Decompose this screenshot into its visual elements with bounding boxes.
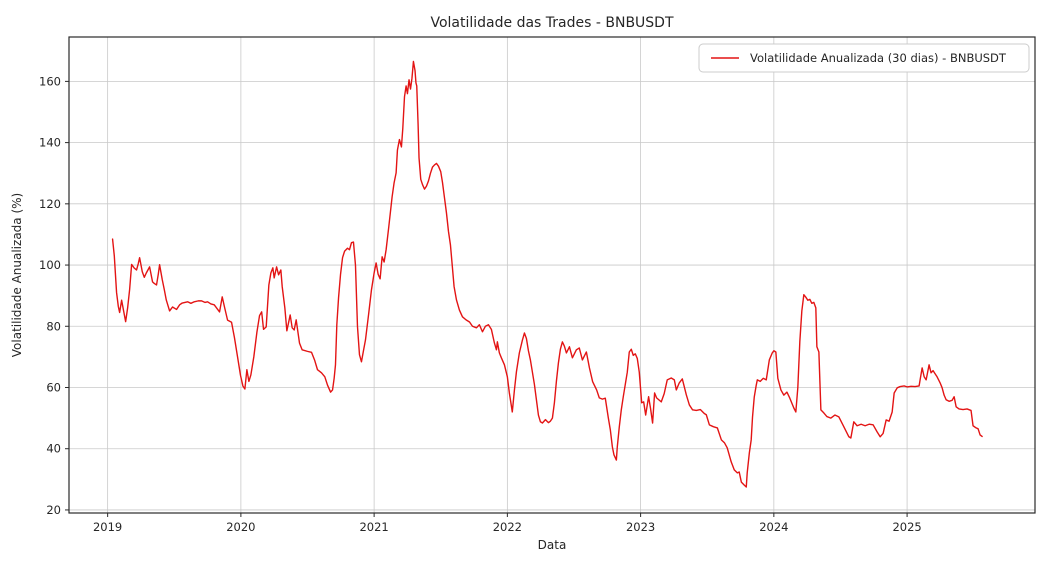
- y-tick-label: 60: [46, 380, 61, 394]
- legend: Volatilidade Anualizada (30 dias) - BNBU…: [698, 43, 1030, 73]
- x-tick-label: 2020: [226, 520, 255, 534]
- x-axis-label: Data: [538, 538, 567, 552]
- tick-layer: [65, 80, 908, 517]
- legend-label: Volatilidade Anualizada (30 dias) - BNBU…: [750, 51, 1007, 65]
- chart-title: Volatilidade das Trades - BNBUSDT: [430, 15, 673, 31]
- x-tick-label: 2021: [359, 520, 388, 534]
- plot-border: [68, 36, 1036, 514]
- y-tick-label: 20: [46, 503, 61, 517]
- y-tick-label: 80: [46, 319, 61, 333]
- grid-layer: [69, 37, 1035, 513]
- tick-label-layer: 2019 2020 2021 2022 2023 2024 2025 20 40 60 80 100 1…: [39, 74, 922, 534]
- y-tick-label: 140: [39, 136, 61, 150]
- y-tick-label: 160: [39, 74, 61, 88]
- legend-box: [698, 43, 1030, 73]
- y-tick-label: 40: [46, 442, 61, 456]
- x-tick-label: 2022: [493, 520, 522, 534]
- x-tick-label: 2023: [626, 520, 655, 534]
- x-tick-label: 2019: [93, 520, 122, 534]
- plot-area: [69, 37, 1035, 513]
- y-tick-label: 120: [39, 197, 61, 211]
- y-tick-label: 100: [39, 258, 61, 272]
- x-tick-label: 2024: [759, 520, 788, 534]
- volatility-line-series: [111, 60, 983, 488]
- x-tick-label: 2025: [892, 520, 921, 534]
- y-axis-label: Volatilidade Anualizada (%): [10, 193, 24, 357]
